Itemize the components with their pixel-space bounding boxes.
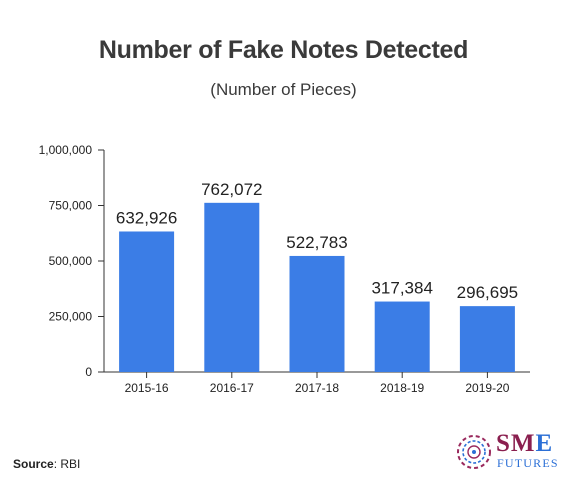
x-tick-label: 2017-18 — [295, 381, 339, 395]
x-tick-label: 2016-17 — [210, 381, 254, 395]
x-tick-label: 2018-19 — [380, 381, 424, 395]
bar — [204, 202, 260, 372]
y-tick-label: 750,000 — [49, 199, 93, 213]
logo-futures-text: FUTURES — [497, 456, 559, 470]
source-value: : RBI — [53, 457, 81, 471]
source-note: Source: RBI — [13, 457, 80, 471]
y-tick-label: 1,000,000 — [39, 143, 93, 157]
sme-futures-logo: SME FUTURES — [452, 430, 562, 474]
logo-sme-text: SME — [496, 430, 553, 458]
bar-chart: 0 250,000 500,000 750,000 1,000,000 632,926 20… — [39, 143, 530, 395]
data-label: 317,384 — [371, 279, 432, 298]
y-tick-label: 250,000 — [49, 310, 93, 324]
chart-subtitle: (Number of Pieces) — [210, 80, 357, 99]
data-label: 632,926 — [116, 208, 177, 227]
y-tick-label: 500,000 — [49, 254, 93, 268]
data-label: 522,783 — [286, 233, 347, 252]
logo-sm-letters: SM — [496, 430, 536, 457]
y-tick-label: 0 — [85, 365, 92, 379]
x-tick-label: 2015-16 — [125, 381, 169, 395]
data-label: 296,695 — [457, 283, 518, 302]
chart-title: Number of Fake Notes Detected — [98, 36, 469, 64]
bar — [119, 231, 175, 372]
logo-e-letter: E — [535, 430, 554, 457]
x-tick-label: 2019-20 — [465, 381, 509, 395]
logo-ring-icon — [457, 435, 491, 469]
bar — [374, 301, 430, 372]
bar — [289, 255, 345, 372]
data-label: 762,072 — [201, 180, 262, 199]
source-label: Source — [13, 457, 54, 471]
bar — [459, 306, 515, 372]
